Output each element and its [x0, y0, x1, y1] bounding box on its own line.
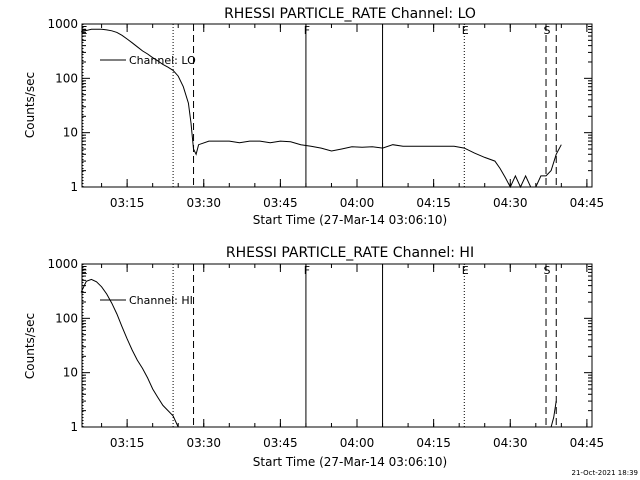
- x-tick-label: 04:00: [340, 196, 375, 210]
- y-tick-label: 10: [63, 366, 78, 380]
- marker-label: E: [462, 24, 469, 37]
- legend-label: Channel: HI: [129, 294, 193, 307]
- series-line: [80, 278, 179, 428]
- y-tick-label: 1000: [47, 17, 78, 31]
- x-tick-label: 03:15: [110, 196, 145, 210]
- chart-title: RHESSI PARTICLE_RATE Channel: HI: [226, 245, 474, 261]
- y-axis-label: Counts/sec: [23, 313, 37, 379]
- x-axis-label: Start Time (27-Mar-14 03:06:10): [253, 213, 447, 227]
- x-tick-label: 04:15: [416, 436, 451, 450]
- y-axis-label: Counts/sec: [23, 72, 37, 138]
- y-tick-label: 1: [70, 420, 78, 434]
- plot-frame: [81, 263, 593, 428]
- x-tick-label: 04:15: [416, 196, 451, 210]
- x-tick-label: 04:00: [340, 436, 375, 450]
- x-tick-label: 04:30: [493, 196, 528, 210]
- plot-frame: [81, 23, 593, 188]
- y-tick-label: 100: [55, 71, 78, 85]
- marker-label: F: [304, 264, 310, 277]
- panel-lo: RHESSI PARTICLE_RATE Channel: LO Counts/…: [23, 6, 604, 227]
- y-tick-label: 1000: [47, 257, 78, 271]
- x-tick-label: 03:45: [263, 436, 298, 450]
- marker-label: E: [81, 264, 88, 277]
- marker-label: S: [544, 264, 551, 277]
- marker-label: F: [304, 24, 310, 37]
- x-tick-label: 03:30: [186, 196, 221, 210]
- y-tick-label: 10: [63, 126, 78, 140]
- marker-label: E: [81, 24, 88, 37]
- marker-label: E: [462, 264, 469, 277]
- y-tick-label: 1: [70, 180, 78, 194]
- series-line: [80, 28, 562, 189]
- legend-label: Channel: LO: [129, 54, 196, 67]
- chart-title: RHESSI PARTICLE_RATE Channel: LO: [224, 6, 476, 22]
- x-axis-label: Start Time (27-Mar-14 03:06:10): [253, 455, 447, 469]
- x-tick-label: 03:45: [263, 196, 298, 210]
- x-tick-label: 04:45: [570, 436, 605, 450]
- series-line: [550, 401, 557, 428]
- footer-timestamp: 21-Oct-2021 18:39: [572, 469, 638, 477]
- x-tick-label: 03:30: [186, 436, 221, 450]
- x-tick-label: 04:30: [493, 436, 528, 450]
- y-tick-label: 100: [55, 311, 78, 325]
- marker-label: S: [544, 24, 551, 37]
- x-tick-label: 04:45: [570, 196, 605, 210]
- panel-hi: RHESSI PARTICLE_RATE Channel: HI Counts/…: [23, 245, 604, 469]
- x-tick-label: 03:15: [110, 436, 145, 450]
